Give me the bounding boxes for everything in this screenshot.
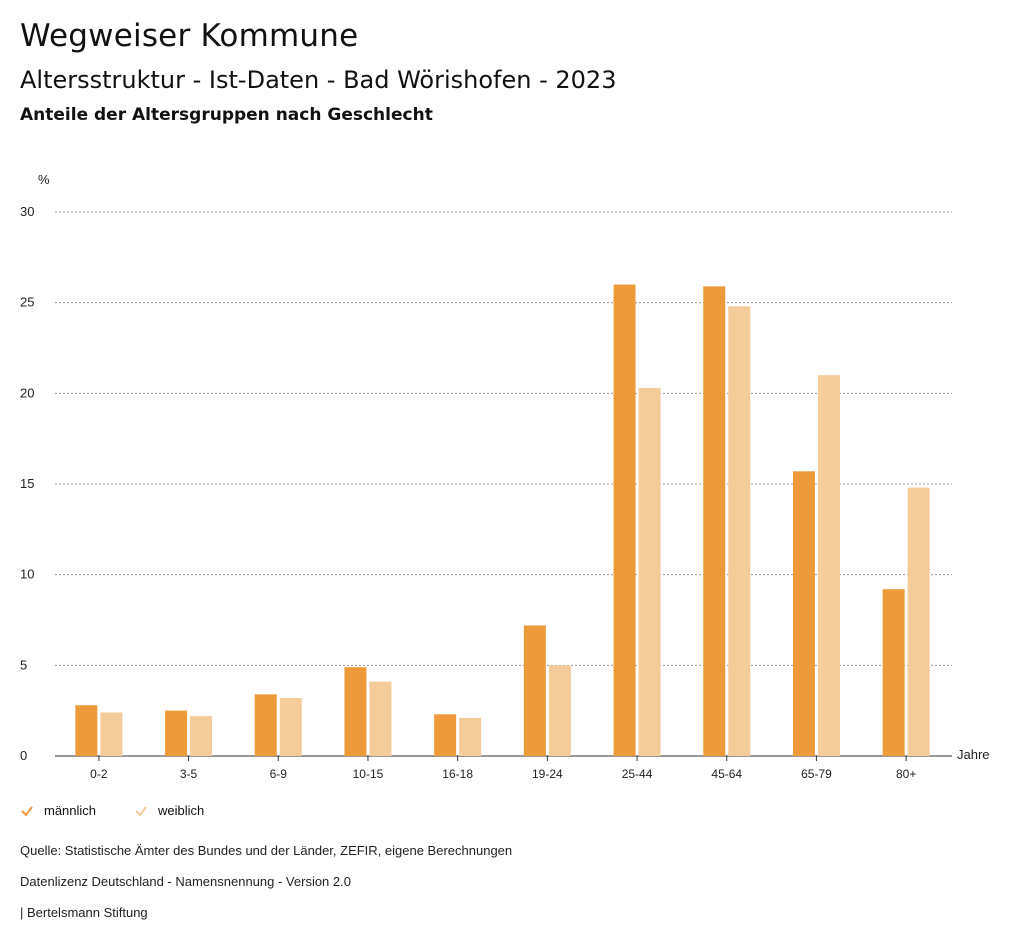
y-tick-label: 0 [20,748,27,763]
x-tick-label: 6-9 [270,767,288,781]
x-axis-label: Jahre [957,747,990,762]
bar-weiblich-65-79 [817,375,840,756]
bar-maennlich-65-79 [792,471,815,756]
check-icon [21,805,33,817]
bar-weiblich-6-9 [279,697,302,756]
y-tick-label: 20 [20,385,34,400]
bar-maennlich-6-9 [254,694,277,756]
bar-weiblich-19-24 [548,665,571,756]
x-tick-label: 3-5 [180,767,198,781]
bar-chart: 0 5 10 15 20 25 30% Jahre 0-2 3-5 6-9 10-15 16-18 19-… [20,172,990,781]
x-tick-label: 25-44 [622,767,653,781]
bar-maennlich-16-18 [434,714,457,756]
x-tick-label: 19-24 [532,767,563,781]
bar-maennlich-3-5 [165,710,188,756]
bar-weiblich-10-15 [369,681,392,756]
chart-legend: männlich weiblich [20,803,204,818]
bar-weiblich-0-2 [100,712,123,756]
chart-subtitle: Altersstruktur - Ist-Daten - Bad Wörisho… [20,66,617,94]
y-axis-label: % [38,172,50,187]
bar-weiblich-45-64 [728,306,751,756]
license-note: Datenlizenz Deutschland - Namensnennung … [20,874,351,889]
bar-weiblich-16-18 [459,717,482,756]
bar-weiblich-80+ [907,487,930,756]
bar-weiblich-3-5 [190,716,213,756]
x-tick-label: 16-18 [442,767,473,781]
bar-weiblich-25-44 [638,387,661,756]
legend-item-weiblich[interactable]: weiblich [134,803,204,818]
bar-maennlich-45-64 [703,286,726,756]
chart-heading: Anteile der Altersgruppen nach Geschlech… [20,105,433,125]
source-note: Quelle: Statistische Ämter des Bundes un… [20,843,513,858]
legend-label-weiblich: weiblich [158,803,205,818]
x-tick-label: 0-2 [90,767,108,781]
page-title: Wegweiser Kommune [20,18,359,54]
bar-maennlich-80+ [882,589,905,756]
bar-maennlich-19-24 [523,625,546,756]
x-tick-label: 10-15 [353,767,384,781]
y-tick-label: 25 [20,295,34,310]
y-tick-label: 30 [20,204,34,219]
x-tick-label: 65-79 [801,767,832,781]
bar-maennlich-0-2 [75,705,98,756]
x-tick-label: 45-64 [711,767,742,781]
y-tick-label: 10 [20,567,34,582]
legend-label-maennlich: männlich [44,803,97,818]
x-tick-label: 80+ [896,767,916,781]
publisher-note: | Bertelsmann Stiftung [20,905,148,920]
y-tick-label: 5 [20,657,27,672]
y-tick-label: 15 [20,476,34,491]
check-icon [135,805,147,817]
legend-item-maennlich[interactable]: männlich [20,803,96,818]
bar-maennlich-25-44 [613,284,636,756]
bar-maennlich-10-15 [344,667,367,756]
